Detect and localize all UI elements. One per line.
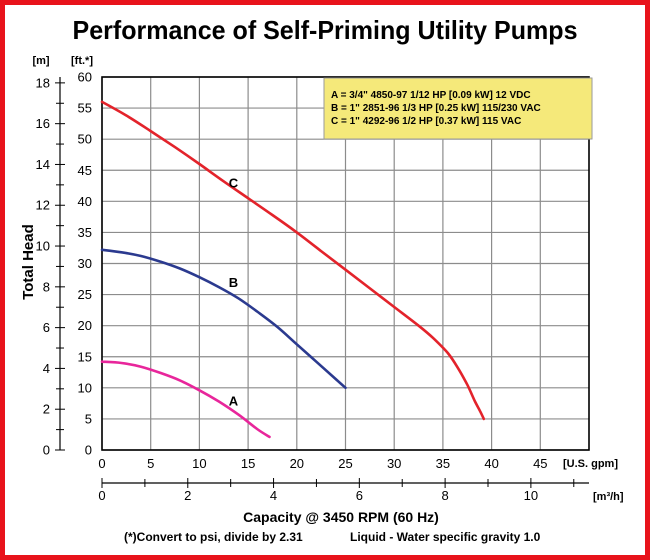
footnote-psi: (*)Convert to psi, divide by 2.31 (124, 530, 303, 544)
x-tick-label-gpm: 15 (241, 456, 255, 471)
x-tick-label-m3h: 4 (270, 488, 277, 503)
x-tick-label-gpm: 10 (192, 456, 206, 471)
x-tick-label-gpm: 0 (98, 456, 105, 471)
y-axis-label: Total Head (20, 224, 37, 300)
chart-title: Performance of Self-Priming Utility Pump… (73, 15, 578, 45)
x-tick-label-m3h: 0 (98, 488, 105, 503)
curve-label-a: A (229, 393, 239, 408)
x-tick-label-gpm: 40 (484, 456, 498, 471)
curve-c (100, 100, 486, 421)
x-tick-label-m3h: 8 (441, 488, 448, 503)
y-units-secondary: [m] (32, 55, 49, 67)
y-tick-label-m: 14 (36, 157, 50, 172)
y-tick-label-ft: 45 (78, 163, 92, 178)
x-units-primary: [U.S. gpm] (563, 458, 618, 470)
curve-label-c: C (229, 176, 239, 191)
y-tick-label-ft: 50 (78, 132, 92, 147)
y-tick-label-ft: 25 (78, 287, 92, 302)
y-tick-label-ft: 30 (78, 256, 92, 271)
y-tick-label-ft: 0 (85, 443, 92, 458)
y-tick-label-ft: 10 (78, 380, 92, 395)
x-tick-label-gpm: 5 (147, 456, 154, 471)
y-tick-label-ft: 55 (78, 101, 92, 116)
curve-b (100, 248, 347, 390)
plot-area-border (101, 76, 590, 451)
curve-label-b: B (229, 275, 238, 290)
x-axis-label: Capacity @ 3450 RPM (60 Hz) (243, 509, 439, 525)
legend-line-b: B = 1" 2851-96 1/3 HP [0.25 kW] 115/230 … (331, 103, 541, 114)
x-tick-label-gpm: 25 (338, 456, 352, 471)
y-tick-label-m: 6 (43, 320, 50, 335)
pump-curves: A B C (100, 100, 486, 439)
y-tick-label-m: 0 (43, 443, 50, 458)
y-tick-label-ft: 35 (78, 225, 92, 240)
x-units-secondary: [m³/h] (593, 491, 624, 503)
x-tick-label-gpm: 20 (290, 456, 304, 471)
y-units-primary: [ft.*] (71, 55, 93, 67)
legend-box: A = 3/4" 4850-97 1/12 HP [0.09 kW] 12 VD… (323, 77, 593, 140)
x-tick-label-m3h: 10 (524, 488, 538, 503)
y-tick-label-ft: 40 (78, 194, 92, 209)
curve-a (100, 360, 271, 439)
y-tick-label-ft: 20 (78, 318, 92, 333)
y-tick-label-m: 12 (36, 198, 50, 213)
y-tick-label-m: 18 (36, 75, 50, 90)
legend-background (323, 77, 593, 140)
y-tick-label-m: 10 (36, 239, 50, 254)
footnote-liquid: Liquid - Water specific gravity 1.0 (350, 530, 541, 544)
y-tick-label-ft: 60 (78, 70, 92, 85)
y-tick-label-m: 2 (43, 402, 50, 417)
x-tick-label-gpm: 35 (436, 456, 450, 471)
x-tick-label-gpm: 45 (533, 456, 547, 471)
x-tick-label-m3h: 6 (356, 488, 363, 503)
y-tick-label-ft: 5 (85, 411, 92, 426)
axis-ticks: 0 5 10 15 20 25 30 35 40 450 2 4 6 8 10051015202530354… (36, 70, 589, 503)
y-tick-label-ft: 15 (78, 349, 92, 364)
legend-line-a: A = 3/4" 4850-97 1/12 HP [0.09 kW] 12 VD… (331, 90, 531, 101)
y-tick-label-m: 16 (36, 116, 50, 131)
y-tick-label-m: 4 (43, 361, 50, 376)
legend-line-c: C = 1" 4292-96 1/2 HP [0.37 kW] 115 VAC (331, 116, 521, 127)
x-tick-label-gpm: 30 (387, 456, 401, 471)
x-tick-label-m3h: 2 (184, 488, 191, 503)
y-tick-label-m: 8 (43, 279, 50, 294)
